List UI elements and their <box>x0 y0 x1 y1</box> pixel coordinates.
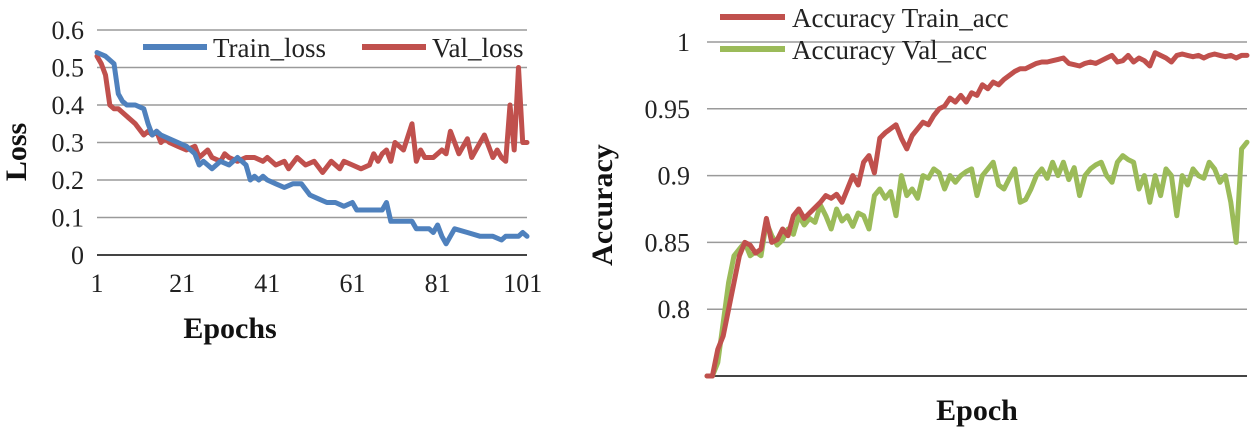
accuracy-y-tick-label: 0.85 <box>645 228 691 257</box>
loss-series-train-loss <box>94 50 530 247</box>
loss-y-tick-label: 0.3 <box>52 129 85 158</box>
legend-label-val-acc: Accuracy Val_acc <box>792 35 987 65</box>
legend-label-train-loss: Train_loss <box>213 33 326 63</box>
accuracy-x-axis-title: Epoch <box>936 394 1018 427</box>
loss-x-tick-label: 1 <box>91 269 104 298</box>
loss-y-tick-label: 0.4 <box>52 91 85 120</box>
loss-x-tick-label: 41 <box>254 269 280 298</box>
loss-chart: 0 0.1 0.2 0.3 0.4 0.5 0.6 1 21 41 61 81 101 Epochs Los… <box>0 16 542 345</box>
loss-x-tick-label: 101 <box>503 269 542 298</box>
loss-y-tick-label: 0.2 <box>52 166 85 195</box>
loss-series-val-loss <box>94 53 530 175</box>
loss-x-tick-label: 81 <box>425 269 451 298</box>
accuracy-y-tick-label: 0.8 <box>658 295 691 324</box>
loss-legend: Train_loss Val_loss <box>143 33 524 63</box>
legend-label-val-loss: Val_loss <box>432 33 524 63</box>
accuracy-y-tick-label: 1 <box>677 28 690 57</box>
loss-x-axis-title: Epochs <box>183 312 276 345</box>
accuracy-series-accuracy-val-acc <box>704 139 1250 379</box>
accuracy-series-accuracy-train-acc <box>704 50 1250 379</box>
loss-y-tick-label: 0.6 <box>52 16 85 45</box>
accuracy-y-tick-label: 0.95 <box>645 95 691 124</box>
legend-label-train-acc: Accuracy Train_acc <box>792 3 1009 33</box>
loss-y-axis-title: Loss <box>0 123 33 181</box>
loss-x-tick-label: 21 <box>169 269 195 298</box>
loss-y-tick-label: 0.1 <box>52 204 85 233</box>
loss-y-tick-label: 0 <box>71 241 84 270</box>
accuracy-y-tick-label: 0.9 <box>658 162 691 191</box>
accuracy-y-axis-title: Accuracy <box>586 144 619 266</box>
loss-y-tick-label: 0.5 <box>52 54 85 83</box>
accuracy-chart: 0.8 0.85 0.9 0.95 1 Epoch Accuracy Accuracy Tra… <box>586 3 1250 427</box>
loss-x-tick-label: 61 <box>339 269 365 298</box>
